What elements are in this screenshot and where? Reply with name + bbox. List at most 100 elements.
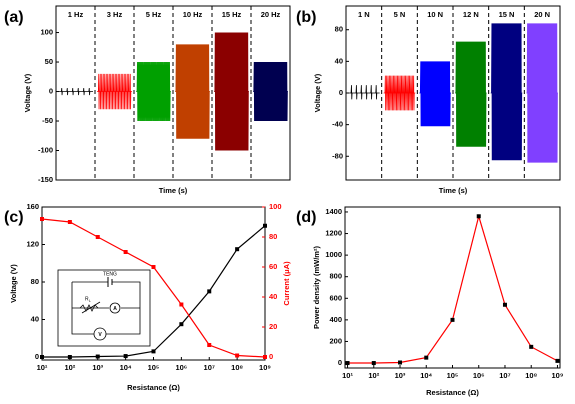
- marker: [371, 361, 376, 366]
- inset-label: L: [89, 299, 91, 303]
- waveform-segment: [58, 87, 93, 96]
- marker: [424, 355, 429, 360]
- y-tick-label: 100: [40, 28, 53, 37]
- y-tick-label: -150: [38, 175, 53, 184]
- segment-label: 1 N: [358, 10, 370, 19]
- segment-label: 3 Hz: [107, 10, 123, 19]
- inset-label: A: [113, 306, 117, 312]
- segment-label: 5 Hz: [146, 10, 162, 19]
- y-tick-label: 0: [35, 352, 39, 361]
- panel-label: (a): [4, 9, 24, 26]
- x-axis-label: Time (s): [439, 186, 468, 195]
- y-tick-label: 120: [26, 239, 39, 248]
- waveform-segment: [97, 73, 132, 110]
- x-tick-label: 10⁶: [175, 363, 187, 372]
- marker: [476, 214, 481, 219]
- x-tick-label: 10²: [368, 371, 379, 380]
- segment-label: 10 Hz: [183, 10, 203, 19]
- inset-circuit: [71, 281, 141, 335]
- y-tick-label: 50: [45, 57, 53, 66]
- plot-frame: [344, 206, 561, 369]
- waveform-segment: [526, 23, 558, 163]
- panel-label: (c): [4, 209, 24, 226]
- marker: [67, 355, 72, 359]
- segment-label: 12 N: [463, 10, 479, 19]
- x-tick-label: 10¹: [37, 363, 48, 372]
- x-axis-label: Time (s): [159, 186, 188, 195]
- y-tick-label: 200: [329, 336, 342, 345]
- panel-label: (d): [296, 209, 316, 226]
- waveform-segment: [419, 61, 451, 127]
- y-tick-label: 800: [329, 272, 342, 281]
- waveform-segment: [383, 75, 416, 111]
- panel-label: (b): [296, 9, 316, 26]
- waveform-segment: [348, 85, 380, 100]
- x-tick-label: 10⁴: [420, 371, 432, 380]
- inset-label: R: [85, 296, 89, 302]
- marker: [529, 344, 534, 349]
- y-axis-label: Voltage (V): [313, 73, 322, 112]
- y2-tick-label: 80: [269, 232, 277, 241]
- marker: [235, 247, 240, 252]
- series-line: [347, 214, 558, 364]
- y2-axis-label: Current (μA): [282, 261, 291, 306]
- y2-tick-label: 60: [269, 262, 277, 271]
- y-tick-label: 0: [339, 88, 343, 97]
- marker: [151, 349, 156, 354]
- x-tick-label: 10⁷: [499, 371, 510, 380]
- segment-label: 15 N: [499, 10, 515, 19]
- segment-label: 1 Hz: [68, 10, 84, 19]
- x-tick-label: 10⁹: [552, 371, 564, 380]
- marker: [263, 223, 267, 228]
- inset-circuit: [109, 302, 121, 314]
- segment-label: 20 N: [534, 10, 550, 19]
- y2-tick-label: 0: [269, 352, 273, 361]
- y-tick-label: 0: [49, 87, 53, 96]
- segment-label: 10 N: [427, 10, 443, 19]
- marker: [123, 250, 128, 254]
- x-tick-label: 10⁵: [148, 363, 160, 372]
- waveform-segment: [455, 41, 487, 147]
- x-tick-label: 10⁸: [231, 363, 243, 372]
- inset-circuit: [93, 327, 107, 341]
- inset-label: TENG: [103, 271, 117, 277]
- x-tick-label: 10⁴: [120, 363, 132, 372]
- x-axis-label: Resistance (Ω): [426, 388, 479, 397]
- y-tick-label: 80: [31, 277, 39, 286]
- y-tick-label: -50: [42, 116, 53, 125]
- y-axis-label: Power density (mW/m²): [312, 246, 321, 329]
- y-tick-label: 400: [329, 315, 342, 324]
- x-tick-label: 10⁸: [525, 371, 537, 380]
- x-tick-label: 10⁶: [473, 371, 485, 380]
- x-tick-label: 10³: [92, 363, 103, 372]
- x-tick-label: 10²: [64, 363, 75, 372]
- y-tick-label: 0: [338, 358, 342, 367]
- marker: [345, 361, 350, 366]
- y2-tick-label: 20: [269, 322, 277, 331]
- segment-label: 15 Hz: [222, 10, 242, 19]
- y-tick-label: 1000: [325, 250, 342, 259]
- inset-circuit: [107, 277, 113, 287]
- y-tick-label: 1400: [325, 207, 342, 216]
- marker: [398, 360, 403, 365]
- marker: [263, 355, 267, 359]
- inset-label: V: [98, 332, 102, 338]
- x-tick-label: 10⁹: [259, 363, 271, 372]
- waveform-segment: [136, 62, 171, 122]
- y-tick-label: 600: [329, 293, 342, 302]
- marker: [151, 265, 156, 269]
- marker: [95, 235, 100, 239]
- segment-label: 20 Hz: [261, 10, 281, 19]
- marker: [450, 317, 455, 322]
- x-axis-label: Resistance (Ω): [127, 383, 180, 392]
- marker: [207, 343, 212, 347]
- x-tick-label: 10³: [395, 371, 406, 380]
- marker: [207, 289, 212, 294]
- x-tick-label: 10⁵: [447, 371, 459, 380]
- inset-circuit: [79, 301, 101, 314]
- y-tick-label: 80: [335, 25, 343, 34]
- x-tick-label: 10⁷: [204, 363, 215, 372]
- marker: [235, 353, 240, 358]
- x-tick-label: 10¹: [342, 371, 353, 380]
